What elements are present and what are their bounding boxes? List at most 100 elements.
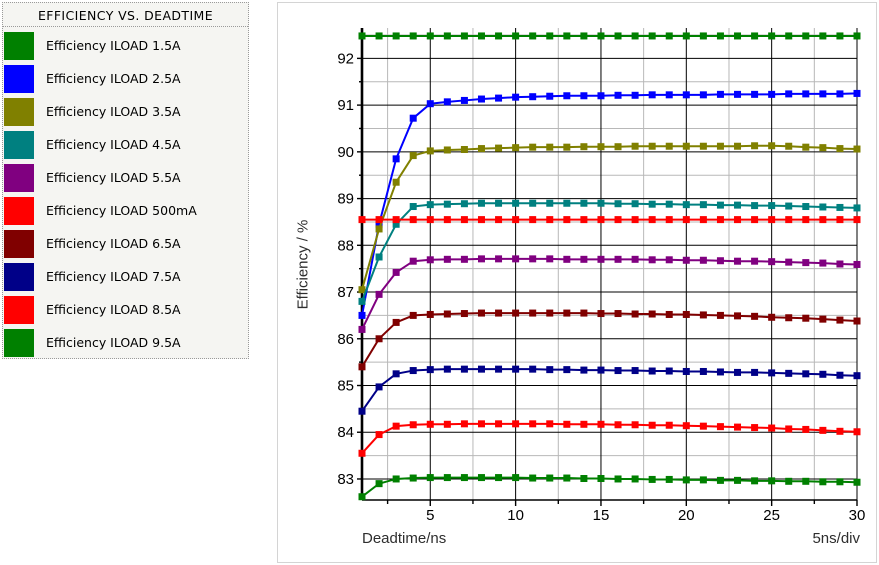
data-point-marker [665, 475, 673, 483]
data-point-marker [785, 425, 793, 433]
data-point-marker [443, 255, 451, 263]
data-point-marker [802, 477, 810, 485]
data-point-marker [460, 474, 468, 482]
data-point-marker [392, 318, 400, 326]
data-point-marker [443, 365, 451, 373]
data-point-marker [716, 368, 724, 376]
data-point-marker [375, 220, 383, 228]
data-point-marker [734, 90, 742, 98]
data-point-marker [699, 32, 707, 40]
series-efficiency-iload-6-5a[interactable] [358, 309, 861, 371]
legend-item-efficiency-iload-1-5a[interactable]: Efficiency ILOAD 1.5A [3, 29, 248, 62]
data-point-marker [546, 32, 554, 40]
data-point-marker [853, 428, 861, 436]
series-efficiency-iload-5-5a[interactable] [358, 255, 861, 333]
data-point-marker [682, 142, 690, 150]
data-point-marker [392, 220, 400, 228]
legend-item-efficiency-iload-8-5a[interactable]: Efficiency ILOAD 8.5A [3, 293, 248, 326]
data-point-marker [495, 216, 503, 224]
data-point-marker [460, 96, 468, 104]
curve-color-swatch [4, 163, 34, 192]
data-point-marker [682, 201, 690, 209]
data-point-marker [460, 146, 468, 154]
efficiency-vs-deadtime-plot[interactable]: 83 84 85 86 87 88 89 90 91 92 5 10 15 20 25 30 [278, 3, 876, 562]
data-point-marker [751, 477, 759, 485]
data-point-marker [716, 142, 724, 150]
data-point-marker [443, 32, 451, 40]
series-efficiency-iload-4-5a[interactable] [358, 199, 861, 305]
data-point-marker [716, 32, 724, 40]
data-point-marker [785, 142, 793, 150]
y-tick-label: 90 [337, 144, 354, 161]
series-efficiency-iload-3-5a[interactable] [358, 142, 861, 294]
data-point-marker [426, 32, 434, 40]
data-point-marker [443, 200, 451, 208]
data-point-marker [546, 92, 554, 100]
legend-item-efficiency-iload-2-5a[interactable]: Efficiency ILOAD 2.5A [3, 62, 248, 95]
data-point-marker [495, 420, 503, 428]
data-point-marker [802, 259, 810, 267]
data-point-marker [682, 422, 690, 430]
legend-title: EFFICIENCY VS. DEADTIME [37, 8, 214, 23]
legend-items: Efficiency ILOAD 1.5A Efficiency ILOAD 2.… [3, 29, 248, 359]
data-point-marker [546, 474, 554, 482]
data-point-marker [682, 216, 690, 224]
x-tick-label: 5 [426, 507, 434, 524]
legend-item-efficiency-iload-500ma[interactable]: Efficiency ILOAD 500mA [3, 194, 248, 227]
data-point-marker [631, 142, 639, 150]
data-point-marker [443, 216, 451, 224]
legend-item-efficiency-iload-9-5a[interactable]: Efficiency ILOAD 9.5A [3, 326, 248, 359]
data-point-marker [768, 202, 776, 210]
data-point-marker [665, 200, 673, 208]
series-efficiency-iload-8-5a[interactable] [358, 420, 861, 457]
data-point-marker [460, 365, 468, 373]
data-point-marker [853, 478, 861, 486]
data-point-marker [580, 475, 588, 483]
data-point-marker [768, 216, 776, 224]
curve-color-swatch [4, 31, 34, 60]
data-point-marker [563, 420, 571, 428]
legend-item-efficiency-iload-3-5a[interactable]: Efficiency ILOAD 3.5A [3, 95, 248, 128]
data-point-marker [785, 314, 793, 322]
data-point-marker [358, 493, 366, 501]
legend-item-efficiency-iload-6-5a[interactable]: Efficiency ILOAD 6.5A [3, 227, 248, 260]
data-point-marker [614, 367, 622, 375]
series-efficiency-iload-9-5a[interactable] [358, 474, 861, 501]
data-point-marker [580, 143, 588, 151]
data-point-marker [648, 475, 656, 483]
data-point-marker [529, 309, 537, 317]
legend-item-efficiency-iload-4-5a[interactable]: Efficiency ILOAD 4.5A [3, 128, 248, 161]
legend-item-efficiency-iload-5-5a[interactable]: Efficiency ILOAD 5.5A [3, 161, 248, 194]
data-point-marker [392, 422, 400, 430]
data-point-marker [819, 90, 827, 98]
data-point-marker [529, 474, 537, 482]
data-point-marker [529, 255, 537, 263]
data-point-marker [375, 216, 383, 224]
data-point-marker [358, 216, 366, 224]
data-point-marker [631, 475, 639, 483]
series-efficiency-iload-1-5a[interactable] [358, 32, 861, 40]
data-point-marker [512, 199, 520, 207]
series-efficiency-iload-2-5a[interactable] [358, 89, 861, 319]
data-point-marker [716, 311, 724, 319]
data-point-marker [614, 216, 622, 224]
data-point-marker [734, 476, 742, 484]
data-point-marker [614, 200, 622, 208]
data-point-marker [460, 216, 468, 224]
series-efficiency-iload-7-5a[interactable] [358, 365, 861, 415]
data-point-marker [631, 91, 639, 99]
data-point-marker [734, 32, 742, 40]
data-point-marker [597, 199, 605, 207]
series-efficiency-iload-500ma[interactable] [358, 216, 861, 224]
data-point-marker [751, 368, 759, 376]
data-point-marker [648, 91, 656, 99]
data-point-marker [734, 216, 742, 224]
data-point-marker [477, 255, 485, 263]
data-point-marker [734, 368, 742, 376]
legend-item-efficiency-iload-7-5a[interactable]: Efficiency ILOAD 7.5A [3, 260, 248, 293]
data-point-marker [426, 310, 434, 318]
data-point-marker [699, 216, 707, 224]
data-point-marker [768, 32, 776, 40]
data-point-marker [512, 32, 520, 40]
data-point-marker [648, 367, 656, 375]
